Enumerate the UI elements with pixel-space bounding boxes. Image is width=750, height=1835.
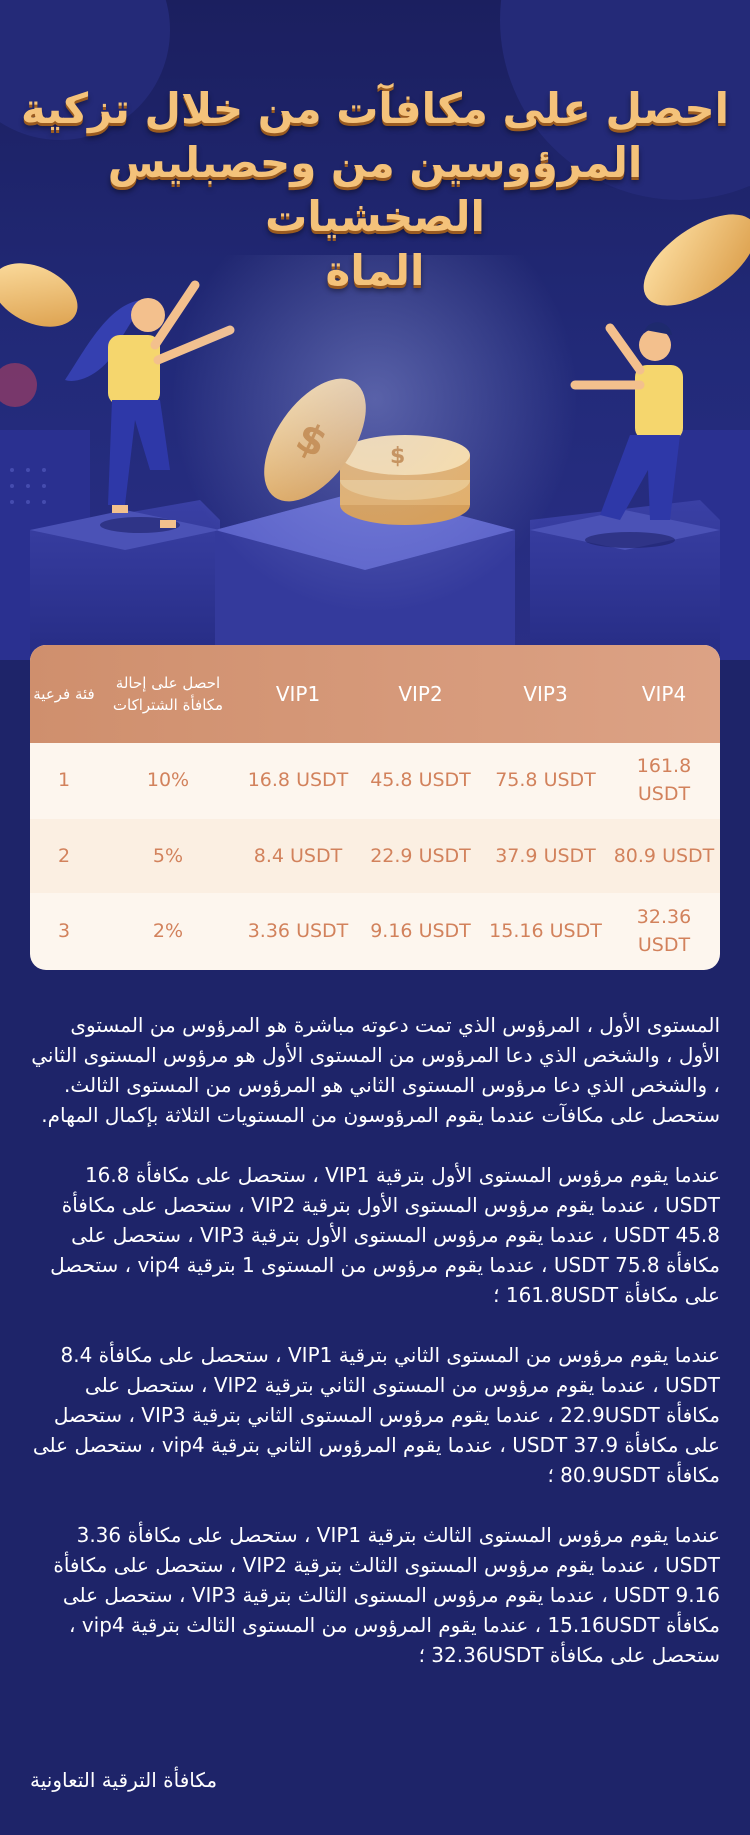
header-vip3: VIP3 — [523, 682, 568, 706]
paragraph-levels: المستوى الأول ، المرؤوس الذي تمت دعوته م… — [31, 1013, 720, 1127]
gold-coin-icon — [264, 378, 366, 502]
header-referral-reward: احصل على إحالة مكافأة الشتراكات — [112, 674, 224, 714]
paragraph-level2: عندما يقوم مرؤوس من المستوى الثاني بترقي… — [32, 1343, 720, 1487]
table-cell: 37.9 USDT — [495, 845, 596, 867]
page-title: احصل على مكافآت من خلال تزكية المرؤوسين … — [21, 84, 729, 295]
table-cell: 8.4 USDT — [253, 845, 343, 867]
gold-coin-icon — [0, 263, 78, 327]
hero-illustration: $ $ — [0, 0, 750, 660]
table-header: فئة فرعية احصل على إحالة مكافأة الشتراكا… — [30, 645, 720, 743]
paragraph-level1: عندما يقوم مرؤوس المستوى الأول بترقية VI… — [50, 1163, 720, 1307]
paragraph-level3: عندما يقوم مرؤوس المستوى الثالث بترقية V… — [53, 1523, 720, 1667]
table-cell: 3 — [57, 920, 71, 942]
header-vip4: VIP4 — [641, 682, 687, 706]
header-subcategory: فئة فرعية — [33, 685, 95, 703]
table-row: 3 2% 3.36 USDT 9.16 USDT 15.16 USDT 32.3… — [30, 894, 720, 968]
header-vip2: VIP2 — [398, 682, 443, 706]
footer-heading: مكافأة الترقية التعاونية — [30, 1768, 218, 1792]
table-cell: 3.36 USDT — [247, 920, 349, 942]
description: المستوى الأول ، المرؤوس الذي تمت دعوته م… — [30, 1010, 720, 1700]
table-cell: 16.8 USDT — [247, 769, 349, 791]
hero-banner: $ $ احصل على مكافآت من خلال تزكية المرؤو… — [0, 0, 750, 660]
table-cell: 80.9 USDT — [613, 845, 715, 867]
table-cell: 45.8 USDT — [370, 769, 471, 791]
table-cell: 2 — [57, 845, 71, 867]
table-cell: 32.36 USDT — [636, 906, 692, 956]
rewards-table: فئة فرعية احصل على إحالة مكافأة الشتراكا… — [30, 645, 720, 970]
table-row: 1 10% 16.8 USDT 45.8 USDT 75.8 USDT 161.… — [30, 743, 720, 817]
table-row: 2 5% 8.4 USDT 22.9 USDT 37.9 USDT 80.9 U… — [30, 819, 720, 893]
table-cell: 15.16 USDT — [489, 920, 602, 942]
spotlight — [170, 255, 580, 615]
header-vip1: VIP1 — [275, 682, 321, 706]
table-cell: 22.9 USDT — [370, 845, 471, 867]
dollar-sign-icon: $ — [390, 444, 405, 469]
table-cell: 5% — [152, 845, 184, 867]
table-cell: 1 — [57, 769, 71, 791]
table-cell: 75.8 USDT — [495, 769, 596, 791]
table-cell: 10% — [146, 769, 190, 791]
table-cell: 2% — [152, 920, 184, 942]
table-cell: 161.8 USDT — [636, 755, 692, 805]
table-cell: 9.16 USDT — [370, 920, 471, 942]
gold-coin-icon — [643, 214, 750, 306]
